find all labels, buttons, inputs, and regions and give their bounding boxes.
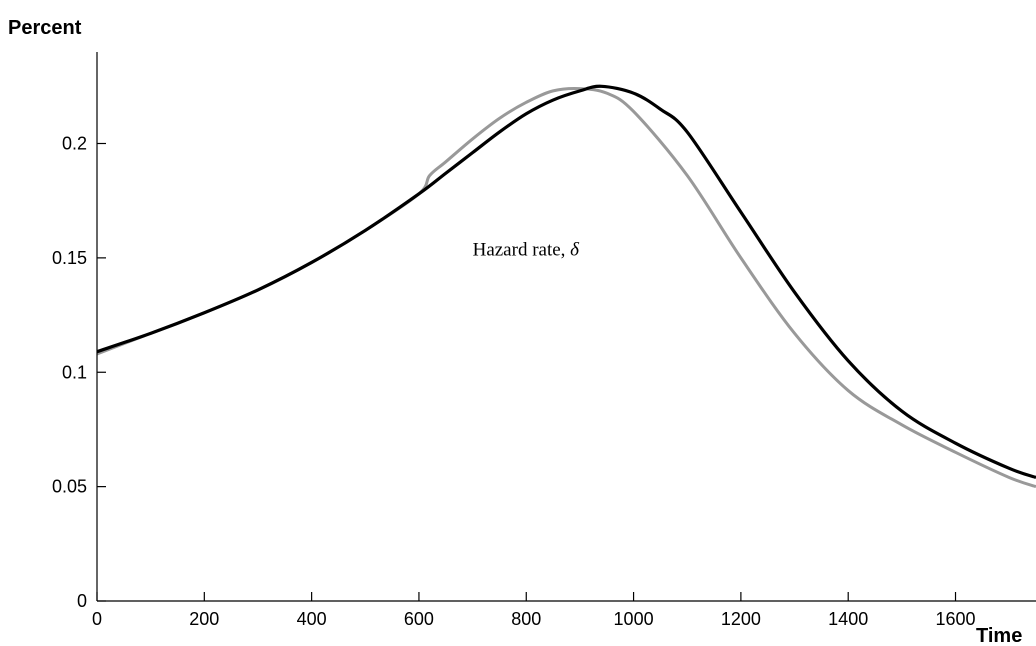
x-tick-label: 200	[189, 609, 219, 629]
x-tick-label: 0	[92, 609, 102, 629]
annotation-symbol: δ	[570, 240, 580, 261]
x-tick-label: 600	[404, 609, 434, 629]
y-tick-label: 0.05	[52, 477, 87, 497]
x-tick-label: 1200	[721, 609, 761, 629]
series-line-1	[96, 86, 1036, 489]
x-tick-label: 400	[297, 609, 327, 629]
y-tick-label: 0.1	[62, 362, 87, 382]
x-tick-label: 800	[511, 609, 541, 629]
y-axis-title: Percent	[8, 17, 82, 39]
y-tick-label: 0.15	[52, 248, 87, 268]
x-tick-label: 1600	[935, 609, 975, 629]
x-axis-title: Time	[976, 625, 1022, 646]
x-tick-label: 1400	[828, 609, 868, 629]
series-line-2	[96, 84, 1036, 480]
annotation-label: Hazard rate,	[473, 240, 571, 261]
x-tick-label: 1000	[614, 609, 654, 629]
plot-lines	[96, 84, 1036, 489]
hazard-rate-annotation: Hazard rate, δ	[473, 240, 581, 261]
y-tick-label: 0.2	[62, 134, 87, 154]
x-axis-ticks: 0 200 400 600 800 1000 1200 1400 1600	[92, 592, 976, 629]
y-tick-label: 0	[77, 591, 87, 611]
y-axis-ticks: 0 0.05 0.1 0.15 0.2	[52, 134, 106, 611]
